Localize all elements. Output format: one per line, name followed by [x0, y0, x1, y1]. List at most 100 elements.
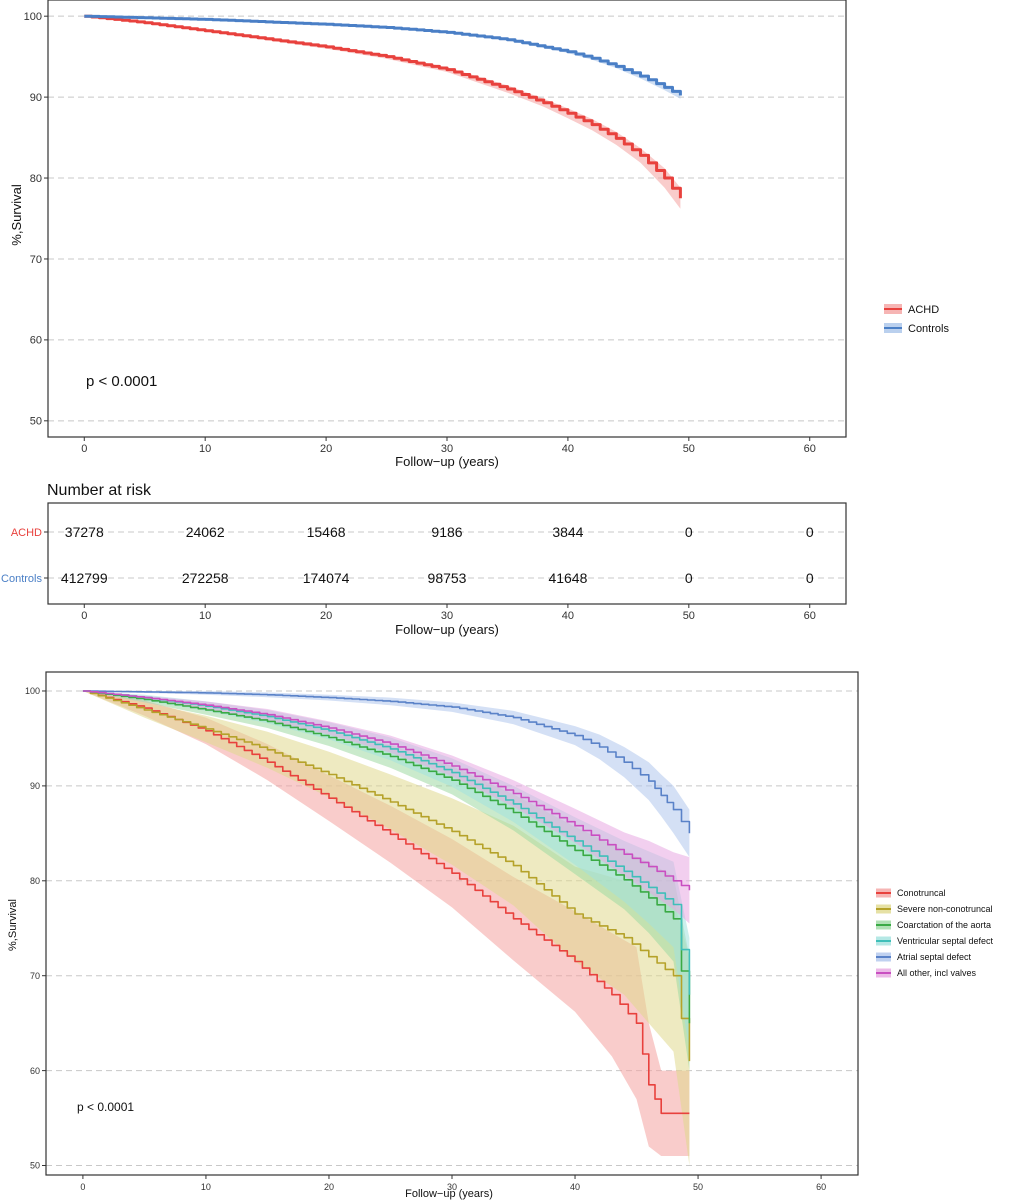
risk-cell: 15468 — [307, 524, 346, 540]
panel-b-y-axis-title: %,Survival — [7, 899, 19, 951]
legend-item-severe-non-conotruncal: Severe non-conotruncal — [876, 904, 993, 914]
risk-cell: 9186 — [431, 524, 462, 540]
survival-line-achd — [84, 14, 682, 199]
risk-cell: 272258 — [182, 570, 229, 586]
x-tick-label: 20 — [324, 1182, 334, 1192]
panel-b-survival-lines — [82, 690, 691, 1115]
x-tick-label: 20 — [320, 610, 332, 622]
y-tick-label: 70 — [30, 254, 42, 266]
y-tick-label: 50 — [30, 1161, 40, 1171]
panel-a-survival-lines — [84, 14, 682, 199]
panel-b-confidence-bands — [82, 691, 690, 1166]
legend-item-atrial-septal-defect: Atrial septal defect — [876, 952, 972, 962]
panel-b-survival-plot: 0 10 20 30 40 50 60 50 60 70 80 90 100 Follow−up (y… — [7, 671, 994, 1200]
survival-line-coarctation-of-the-aorta — [82, 690, 691, 1024]
x-tick-label: 50 — [683, 443, 695, 455]
panel-b-frame — [45, 671, 859, 1176]
panel-a-confidence-bands — [84, 16, 681, 209]
y-tick-label: 90 — [30, 92, 42, 104]
risk-cell: 3844 — [552, 524, 583, 540]
risk-cell: 24062 — [186, 524, 225, 540]
legend-label: Severe non-conotruncal — [897, 904, 993, 914]
confidence-band-achd — [84, 16, 681, 209]
y-tick-label: 100 — [24, 11, 42, 23]
x-tick-label: 0 — [81, 443, 87, 455]
legend-item-ventricular-septal-defect: Ventricular septal defect — [876, 936, 994, 946]
panel-a-y-ticks: 50 60 70 80 90 100 — [24, 11, 48, 428]
legend-label: All other, incl valves — [897, 968, 977, 978]
panel-a-frame — [47, 0, 847, 438]
y-tick-label: 60 — [30, 335, 42, 347]
y-tick-label: 70 — [30, 971, 40, 981]
x-tick-label: 10 — [201, 1182, 211, 1192]
risk-cell: 0 — [806, 524, 814, 540]
confidence-band-all-other-incl-valves — [82, 691, 690, 924]
survival-line-controls — [84, 14, 682, 96]
x-tick-label: 40 — [570, 1182, 580, 1192]
risk-cell: 37278 — [65, 524, 104, 540]
y-tick-label: 90 — [30, 781, 40, 791]
y-tick-label: 80 — [30, 876, 40, 886]
x-tick-label: 10 — [199, 610, 211, 622]
x-tick-label: 30 — [447, 1182, 457, 1192]
legend-item-conotruncal: Conotruncal — [876, 888, 946, 898]
legend-label: Coarctation of the aorta — [897, 920, 991, 930]
y-tick-label: 80 — [30, 173, 42, 185]
risk-cell: 0 — [685, 524, 693, 540]
risk-table: Number at risk ACHD Controls 37278 24062 15… — [1, 482, 847, 637]
legend-label: Conotruncal — [897, 888, 946, 898]
legend-item-all-other-incl-valves: All other, incl valves — [876, 968, 977, 978]
survival-line-all-other-incl-valves — [82, 690, 691, 891]
risk-table-frame — [47, 502, 847, 605]
x-tick-label: 30 — [441, 443, 453, 455]
x-tick-label: 40 — [562, 443, 574, 455]
legend-label: Ventricular septal defect — [897, 936, 994, 946]
panel-a-y-axis-title: %,Survival — [9, 184, 24, 246]
panel-b-gridlines — [46, 690, 858, 1167]
x-tick-label: 30 — [441, 610, 453, 622]
y-tick-label: 100 — [25, 686, 40, 696]
confidence-band-severe-non-conotruncal — [82, 691, 690, 1166]
panel-a-survival-plot: 0 10 20 30 40 50 60 50 60 70 80 90 100 Follow−up (y… — [9, 0, 949, 469]
risk-table-x-ticks: 0 10 20 30 40 50 60 — [81, 604, 816, 622]
x-tick-label: 10 — [199, 443, 211, 455]
legend-item-controls: Controls — [884, 323, 949, 335]
panel-a-gridlines — [48, 15, 846, 422]
panel-a-p-value: p < 0.0001 — [86, 373, 157, 390]
panel-b-y-ticks: 50 60 70 80 90 100 — [25, 686, 46, 1171]
y-tick-label: 60 — [30, 1066, 40, 1076]
legend-item-coarctation-of-the-aorta: Coarctation of the aorta — [876, 920, 991, 930]
legend-label: ACHD — [908, 304, 939, 316]
risk-cell: 174074 — [303, 570, 350, 586]
risk-row-label-achd: ACHD — [11, 527, 42, 539]
risk-table-x-axis-title: Follow−up (years) — [395, 622, 499, 637]
survival-line-severe-non-conotruncal — [82, 690, 691, 1062]
x-tick-label: 0 — [80, 1182, 85, 1192]
x-tick-label: 50 — [693, 1182, 703, 1192]
risk-cell: 0 — [685, 570, 693, 586]
risk-cell: 41648 — [548, 570, 587, 586]
risk-table-row-labels: ACHD Controls — [1, 527, 48, 585]
x-tick-label: 20 — [320, 443, 332, 455]
y-tick-label: 50 — [30, 416, 42, 428]
x-tick-label: 60 — [804, 443, 816, 455]
panel-a-x-ticks: 0 10 20 30 40 50 60 — [81, 437, 816, 455]
panel-b-p-value: p < 0.0001 — [77, 1100, 134, 1114]
risk-cell: 412799 — [61, 570, 108, 586]
risk-table-cells: 37278 24062 15468 9186 3844 0 0 412799 272258 174… — [61, 524, 814, 586]
x-tick-label: 60 — [816, 1182, 826, 1192]
survival-line-atrial-septal-defect — [82, 690, 691, 834]
x-tick-label: 50 — [683, 610, 695, 622]
x-tick-label: 60 — [804, 610, 816, 622]
panel-a-x-axis-title: Follow−up (years) — [395, 454, 499, 469]
risk-cell: 98753 — [428, 570, 467, 586]
risk-row-label-controls: Controls — [1, 573, 42, 585]
risk-table-title: Number at risk — [47, 482, 152, 499]
risk-table-gridlines — [48, 531, 846, 579]
panel-b-x-axis-title: Follow−up (years) — [405, 1188, 493, 1200]
legend-label: Controls — [908, 323, 949, 335]
panel-a-legend: ACHD Controls — [884, 304, 949, 335]
x-tick-label: 40 — [562, 610, 574, 622]
panel-b-x-ticks: 0 10 20 30 40 50 60 — [80, 1175, 826, 1192]
